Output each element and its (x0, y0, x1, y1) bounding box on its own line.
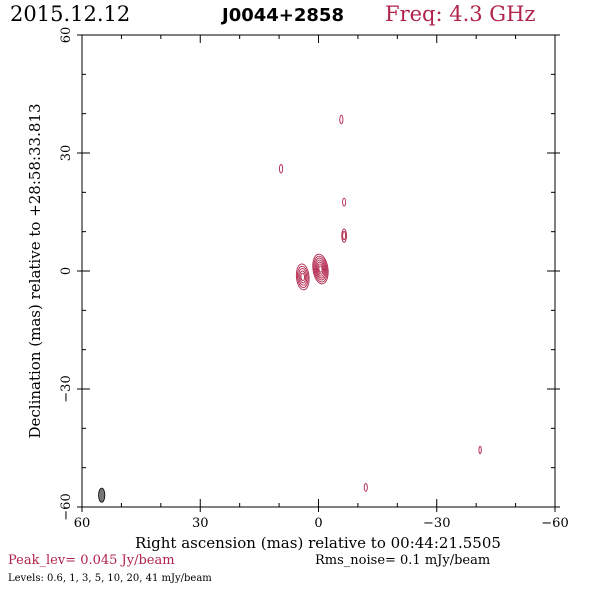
y-tick-label: 60 (59, 27, 74, 44)
contour-line (297, 265, 309, 288)
y-tick-label: −30 (59, 375, 74, 402)
contour-line (279, 163, 284, 174)
contour-line (299, 270, 307, 284)
contour-set (279, 114, 482, 492)
frequency-label: Freq: 4.3 GHz (385, 2, 536, 26)
beam-ellipse (98, 487, 106, 503)
y-axis-title: Declination (mas) relative to +28:58:33.… (26, 103, 44, 438)
x-axis-title: Right ascension (mas) relative to 00:44:… (135, 534, 501, 552)
source-name: J0044+2858 (222, 5, 344, 26)
contour-line (363, 482, 368, 492)
contour-line (342, 231, 347, 241)
observation-date: 2015.12.12 (10, 2, 131, 26)
x-tick-label: −30 (423, 516, 450, 531)
peak-level: Peak_lev= 0.045 Jy/beam (8, 553, 175, 568)
contour-line (317, 263, 324, 275)
contour-line (342, 197, 347, 207)
x-tick-label: −60 (541, 516, 568, 531)
contour-line (315, 259, 326, 279)
y-tick-label: 30 (59, 145, 74, 162)
beam-ellipse-group (98, 487, 106, 503)
x-tick-label: 0 (314, 516, 322, 531)
rms-noise: Rms_noise= 0.1 mJy/beam (315, 553, 491, 568)
contour-line (313, 255, 328, 283)
y-tick-label: −60 (59, 493, 74, 520)
contour-line (339, 114, 344, 125)
contour-line (478, 445, 482, 454)
contour-line (318, 265, 323, 273)
contour-line (314, 257, 327, 281)
contour-line (316, 261, 325, 277)
y-tick-label: 0 (59, 267, 74, 275)
contour-line (298, 268, 308, 286)
x-tick-label: 60 (74, 516, 91, 531)
contour-line (341, 228, 347, 243)
contour-line (300, 272, 306, 282)
axis-tick-labels: 60 30 0 −30 −60 −60 −30 0 30 60 (59, 27, 569, 531)
x-tick-label: 30 (192, 516, 209, 531)
contour-line (295, 263, 310, 291)
contour-line (312, 253, 329, 285)
contour-levels: Levels: 0.6, 1, 3, 5, 10, 20, 41 mJy/bea… (8, 573, 212, 584)
axis-ticks (77, 34, 560, 512)
